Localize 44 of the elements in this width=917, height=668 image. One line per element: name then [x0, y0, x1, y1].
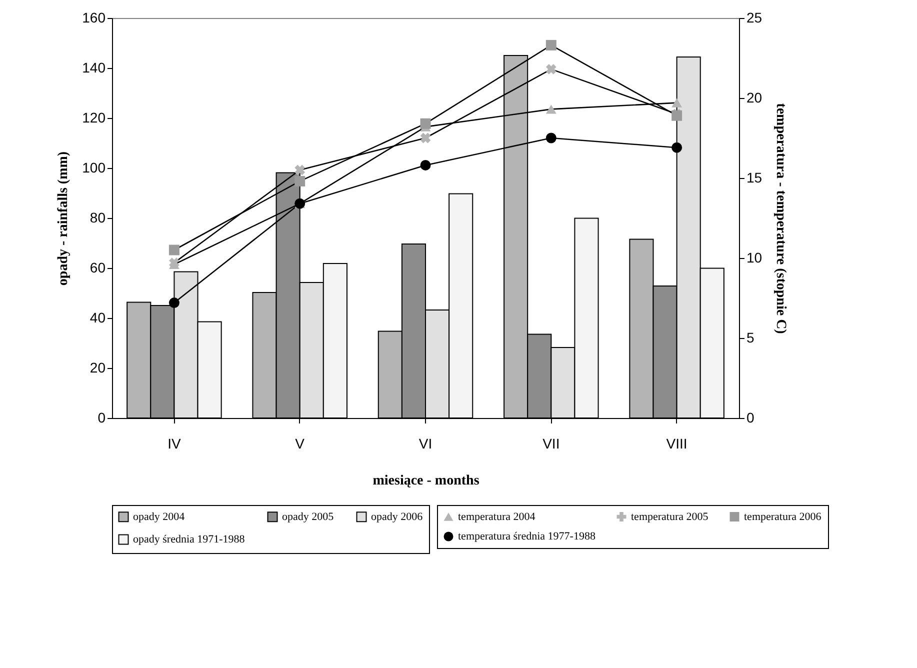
y2-tick-label: 0 — [746, 410, 754, 426]
point — [294, 164, 306, 176]
legend-label: temperatura średnia 1977-1988 — [458, 530, 596, 542]
y2-tick-label: 25 — [746, 10, 762, 26]
y-tick-label: 60 — [90, 260, 106, 276]
y-tick-label: 0 — [98, 410, 106, 426]
point — [168, 244, 180, 256]
y-tick-label: 120 — [82, 110, 106, 126]
y2-tick-label: 10 — [746, 250, 762, 266]
x-tick-label: IV — [168, 436, 182, 452]
point — [420, 118, 431, 129]
point — [546, 132, 556, 144]
x-tick-label: VII — [542, 436, 560, 452]
point — [546, 40, 556, 50]
y-tick-label: 140 — [82, 60, 106, 76]
point — [546, 64, 556, 74]
y2-tick-label: 20 — [746, 90, 762, 106]
point — [420, 132, 431, 144]
point — [672, 98, 682, 108]
y-tick-label: 80 — [90, 210, 106, 226]
x-axis-title: miesiące - months — [372, 474, 480, 488]
point — [420, 160, 431, 170]
y2-tick-label: 5 — [746, 330, 754, 346]
y-tick-label: 40 — [90, 310, 106, 326]
y-tick-label: 160 — [82, 10, 106, 26]
y2-axis-title: temperatura - temperature (stopnie C) — [773, 103, 788, 334]
point — [294, 176, 306, 186]
legend-label: temperatura 2005 — [631, 510, 709, 523]
legend-label: opady 2006 — [371, 510, 424, 523]
y-tick-label: 100 — [82, 160, 106, 176]
y-tick-label: 20 — [90, 360, 106, 376]
legend-label: temperatura 2006 — [744, 510, 822, 523]
point — [168, 298, 180, 308]
legend-label: temperatura 2004 — [458, 510, 536, 523]
x-tick-label: VIII — [666, 436, 688, 452]
legend-label: opady 2005 — [282, 510, 334, 523]
point — [546, 104, 556, 114]
y-axis-title: opady - rainfalls (mm) — [56, 151, 72, 286]
x-tick-label: V — [295, 436, 306, 452]
legend-label: opady 2004 — [133, 510, 186, 523]
point — [672, 142, 682, 153]
legend-label: opady średnia 1971-1988 — [133, 534, 246, 546]
y2-tick-label: 15 — [746, 170, 762, 186]
x-tick-label: VI — [418, 436, 432, 452]
